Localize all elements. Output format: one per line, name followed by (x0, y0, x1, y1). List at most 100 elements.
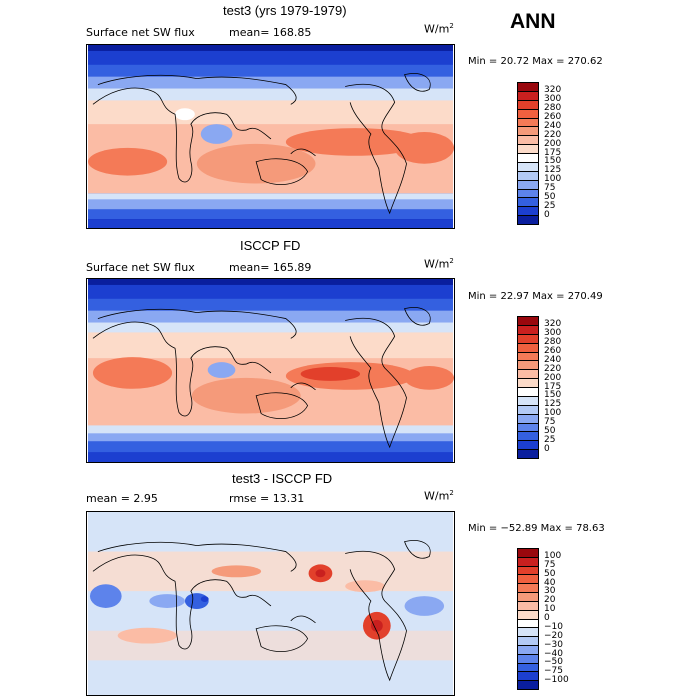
colorbar-swatch (518, 432, 538, 442)
colorbar-swatch (518, 361, 538, 371)
colorbar-label: 240 (544, 120, 562, 131)
panel-3-colorbar (517, 548, 539, 690)
colorbar-swatch (518, 216, 538, 224)
panel-2-field (87, 279, 454, 462)
colorbar-label: 50 (544, 426, 556, 437)
colorbar-swatch (518, 549, 538, 558)
colorbar-label: 220 (544, 129, 562, 140)
colorbar-swatch (518, 601, 538, 611)
colorbar-label: 0 (544, 613, 550, 623)
colorbar-label: −20 (544, 630, 563, 641)
colorbar-swatch (518, 593, 538, 602)
panel-2-units: W/m2 (424, 257, 454, 271)
colorbar-swatch (518, 405, 538, 415)
colorbar-swatch (518, 388, 538, 397)
colorbar-swatch (518, 566, 538, 576)
colorbar-label: 30 (544, 586, 556, 597)
colorbar-label: 320 (544, 318, 562, 329)
colorbar-label: 25 (544, 201, 556, 212)
colorbar-label: 175 (544, 381, 562, 392)
colorbar-swatch (518, 637, 538, 646)
panel-3-colorbar-labels: 100 75 50 40 30 20 10 0 −10 −20 −30 −40 −50 −75 −100 (544, 548, 584, 690)
season-label: ANN (510, 10, 556, 33)
colorbar-swatch (518, 584, 538, 594)
colorbar-swatch (518, 83, 538, 92)
colorbar-swatch (518, 352, 538, 362)
colorbar-label: 100 (544, 408, 562, 419)
colorbar-label: 300 (544, 93, 562, 104)
panel-1-mean: mean= 168.85 (229, 26, 312, 39)
panel-2-variable: Surface net SW flux (86, 261, 195, 274)
colorbar-swatch (518, 180, 538, 190)
colorbar-label: 220 (544, 363, 562, 374)
panel-1-field (87, 45, 454, 228)
colorbar-label: −75 (544, 666, 563, 677)
panel-3-rmse: rmse = 13.31 (229, 492, 305, 505)
colorbar-swatch (518, 198, 538, 208)
panel-1-variable: Surface net SW flux (86, 26, 195, 39)
panel-1-minmax: Min = 20.72 Max = 270.62 (468, 56, 603, 67)
panel-2-mean: mean= 165.89 (229, 261, 312, 274)
colorbar-swatch (518, 628, 538, 638)
colorbar-swatch (518, 450, 538, 458)
colorbar-swatch (518, 317, 538, 326)
panel-1-title: test3 (yrs 1979-1979) (223, 3, 347, 18)
colorbar-label: 150 (544, 390, 562, 401)
colorbar-label: 240 (544, 354, 562, 365)
colorbar-swatch (518, 109, 538, 119)
colorbar-label: 40 (544, 577, 556, 588)
colorbar-swatch (518, 619, 538, 629)
panel-2-map (86, 278, 455, 463)
colorbar-swatch (518, 557, 538, 567)
colorbar-label: 150 (544, 156, 562, 167)
colorbar-label: 20 (544, 595, 556, 606)
colorbar-label: 0 (544, 444, 550, 455)
colorbar-swatch (518, 145, 538, 154)
colorbar-swatch (518, 379, 538, 388)
colorbar-label: −100 (544, 675, 569, 686)
panel-1-colorbar-labels: 320 300 280 260 240 220 200 175 150 125 100 75 50 25 0 (544, 82, 584, 225)
panel-1-units: W/m2 (424, 22, 454, 36)
colorbar-label: 260 (544, 111, 562, 122)
colorbar-swatch (518, 91, 538, 101)
colorbar-swatch (518, 162, 538, 172)
colorbar-label: 50 (544, 568, 556, 579)
colorbar-label: 75 (544, 559, 556, 570)
colorbar-label: 75 (544, 417, 556, 428)
colorbar-label: 125 (544, 165, 562, 176)
colorbar-label: 280 (544, 102, 562, 113)
colorbar-swatch (518, 325, 538, 335)
colorbar-label: 0 (544, 210, 550, 221)
panel-3-minmax: Min = −52.89 Max = 78.63 (468, 523, 605, 534)
panel-3-units: W/m2 (424, 489, 454, 503)
colorbar-label: 25 (544, 435, 556, 446)
colorbar-label: 100 (544, 174, 562, 185)
colorbar-swatch (518, 645, 538, 655)
colorbar-label: −50 (544, 657, 563, 668)
panel-2-minmax: Min = 22.97 Max = 270.49 (468, 291, 603, 302)
colorbar-swatch (518, 681, 538, 689)
colorbar-swatch (518, 396, 538, 406)
panel-3-title: test3 - ISCCP FD (232, 471, 333, 486)
colorbar-label: −30 (544, 639, 563, 650)
colorbar-label: 10 (544, 604, 556, 615)
colorbar-label: −40 (544, 648, 563, 659)
colorbar-label: 320 (544, 84, 562, 95)
colorbar-swatch (518, 654, 538, 664)
colorbar-swatch (518, 672, 538, 682)
colorbar-swatch (518, 441, 538, 451)
colorbar-swatch (518, 171, 538, 181)
colorbar-label: 50 (544, 192, 556, 203)
panel-3-field (87, 512, 454, 695)
panel-2-colorbar (517, 316, 539, 459)
colorbar-label: 200 (544, 372, 562, 383)
panel-1-colorbar (517, 82, 539, 225)
colorbar-swatch (518, 154, 538, 163)
colorbar-swatch (518, 423, 538, 433)
colorbar-label: 280 (544, 336, 562, 347)
colorbar-label: 300 (544, 327, 562, 338)
colorbar-swatch (518, 189, 538, 199)
colorbar-swatch (518, 136, 538, 146)
colorbar-label: 260 (544, 345, 562, 356)
colorbar-label: 75 (544, 183, 556, 194)
